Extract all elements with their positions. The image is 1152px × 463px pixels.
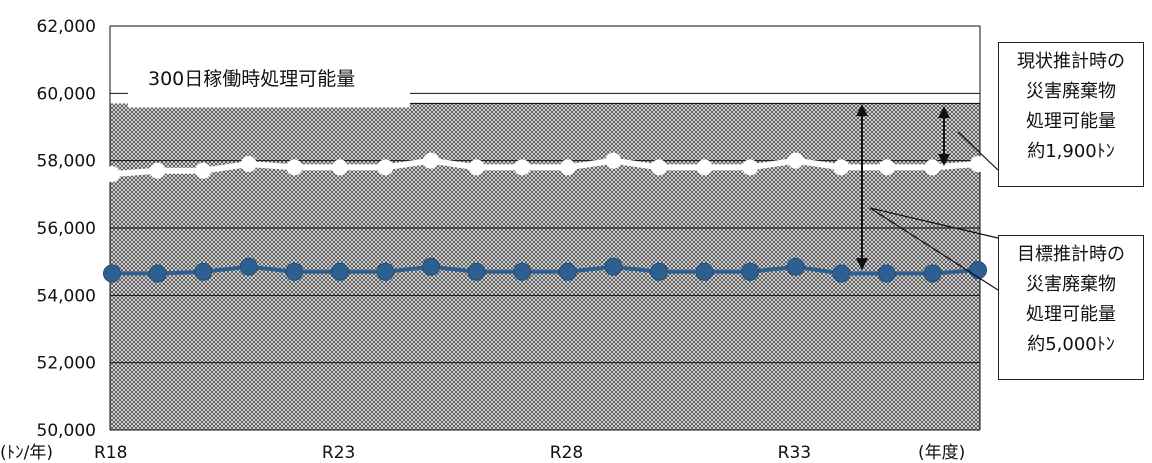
y-tick-label: 54,000 [37, 286, 96, 306]
target-estimate-point [239, 257, 258, 276]
current-estimate-point [787, 152, 804, 169]
target-estimate-point [877, 264, 896, 283]
target-estimate-point [513, 262, 532, 281]
target-estimate-point [558, 262, 577, 281]
target-estimate-point [148, 264, 167, 283]
x-tick-label: R18 [94, 443, 127, 463]
x-tick-label: R33 [778, 443, 811, 463]
current-estimate-callout: 現状推計時の 災害廃棄物 処理可能量 約1,900ﾄﾝ [998, 42, 1144, 187]
target-estimate-point [786, 257, 805, 276]
current-estimate-point [286, 159, 303, 176]
current-estimate-point [878, 159, 895, 176]
target-estimate-point [103, 264, 121, 283]
target-estimate-point [467, 262, 486, 281]
y-tick-label: 52,000 [37, 354, 96, 374]
y-tick-label: 50,000 [37, 421, 96, 441]
target-estimate-point [832, 264, 851, 283]
y-tick-label: 62,000 [37, 17, 96, 37]
current-estimate-point [514, 159, 531, 176]
target-estimate-point [330, 262, 349, 281]
series-group [103, 152, 987, 283]
callout-line: 目標推計時の [1017, 244, 1125, 265]
current-estimate-point [149, 162, 166, 179]
range-arrows [856, 104, 950, 270]
target-callout-pointer [869, 207, 999, 239]
target-estimate-point [741, 262, 760, 281]
x-tick-label: R28 [550, 443, 583, 463]
target-estimate-point [604, 257, 623, 276]
target-callout-pointer-2 [869, 207, 999, 291]
current-estimate-point [605, 152, 622, 169]
capacity-line-label: 300日稼働時処理可能量 [148, 68, 355, 90]
current-estimate-point [833, 159, 850, 176]
callout-line: 災害廃棄物 [1026, 81, 1116, 102]
y-axis: 50,000 52,000 54,000 56,000 58,000 60,000 62,0… [37, 17, 96, 441]
current-estimate-point [650, 159, 667, 176]
gridlines [109, 25, 981, 431]
target-estimate-point [695, 262, 714, 281]
x-axis: R18 R23 R28 R33 [94, 443, 811, 463]
callout-line: 災害廃棄物 [1026, 274, 1116, 295]
y-tick-label: 56,000 [37, 219, 96, 239]
callout-line: 処理可能量 [1026, 304, 1116, 325]
current-estimate-point [924, 159, 941, 176]
target-estimate-point [923, 264, 942, 283]
current-estimate-point [331, 159, 348, 176]
current-estimate-point [468, 159, 485, 176]
x-unit-label: (年度) [918, 443, 965, 463]
target-estimate-point [422, 257, 441, 276]
callout-pointers [869, 131, 999, 291]
y-tick-label: 60,000 [37, 84, 96, 104]
current-estimate-point [104, 166, 120, 183]
capacity-label-background [128, 62, 410, 108]
callout-line: 現状推計時の [1017, 51, 1125, 72]
y-tick-label: 58,000 [37, 152, 96, 172]
current-estimate-point [377, 159, 394, 176]
current-estimate-point [195, 162, 212, 179]
target-estimate-point [376, 262, 395, 281]
current-estimate-point [970, 156, 986, 173]
y-unit-label: (ﾄﾝ/年) [0, 443, 53, 463]
current-estimate-point [240, 156, 257, 173]
current-estimate-point [696, 159, 713, 176]
target-estimate-callout: 目標推計時の 災害廃棄物 処理可能量 約5,000ﾄﾝ [998, 235, 1144, 380]
target-estimate-point [194, 262, 213, 281]
current-estimate-point [559, 159, 576, 176]
x-tick-label: R23 [322, 443, 355, 463]
current-estimate-point [742, 159, 759, 176]
callout-line: 約1,900ﾄﾝ [1027, 141, 1115, 162]
target-estimate-point [285, 262, 304, 281]
current-estimate-point [423, 152, 440, 169]
current-callout-pointer [957, 131, 999, 171]
target-estimate-point [649, 262, 668, 281]
target-estimate-point [969, 261, 987, 280]
callout-line: 約5,000ﾄﾝ [1027, 334, 1115, 355]
callout-line: 処理可能量 [1026, 111, 1116, 132]
